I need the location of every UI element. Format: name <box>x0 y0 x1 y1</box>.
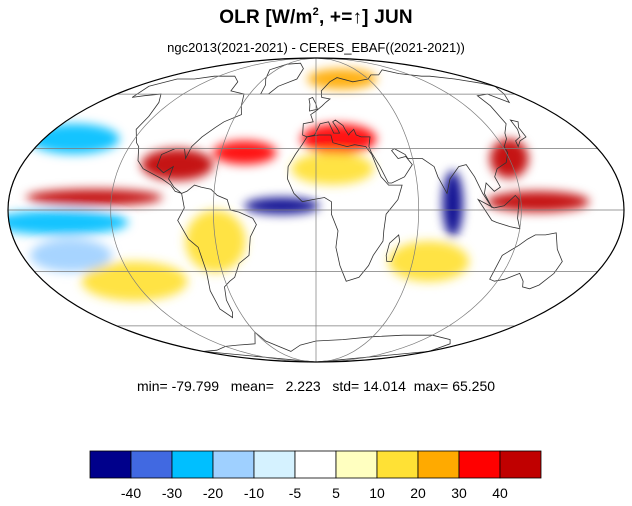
anomaly-central-pacific-south <box>8 210 129 235</box>
min-value: -79.799 <box>171 378 220 394</box>
colorbar-tick-label: 40 <box>492 485 508 501</box>
colorbar-swatch <box>376 450 419 479</box>
anomaly-south-pacific-blue <box>30 239 112 272</box>
anomaly-north-africa-band <box>300 123 377 154</box>
map-outline <box>7 57 625 363</box>
colorbar-swatch <box>89 450 132 479</box>
anomaly-north-atlantic <box>213 140 277 165</box>
colorbar-swatch <box>458 450 501 479</box>
coastline-japan <box>509 119 527 148</box>
colorbar-tick-label: 20 <box>410 485 426 501</box>
colorbar-tick-label: -20 <box>203 485 223 501</box>
colorbar-tick-label: -30 <box>162 485 182 501</box>
coastline-madagascar <box>385 234 401 262</box>
colorbar-tick-label: -40 <box>121 485 141 501</box>
mean-value: 2.223 <box>285 378 321 394</box>
max-label: max= <box>413 378 449 394</box>
colorbar-tick-label: -10 <box>244 485 264 501</box>
mean-label: mean= <box>230 378 274 394</box>
coastline-australia <box>489 232 563 290</box>
colorbar-tick-label: -5 <box>289 485 302 501</box>
colorbar-swatch <box>212 450 255 479</box>
min-label: min= <box>136 378 168 394</box>
anomaly-sahara <box>291 152 374 185</box>
max-value: 65.250 <box>452 378 496 394</box>
colorbar-swatch <box>130 450 173 479</box>
plot-title: OLR [W/m2, +=↑] JUN <box>219 6 413 28</box>
colorbar-tick-label: 10 <box>369 485 385 501</box>
std-value: 14.014 <box>363 378 406 394</box>
colorbar-swatch <box>253 450 296 479</box>
colorbar-tick-label: 30 <box>451 485 467 501</box>
mollweide-map <box>7 57 625 363</box>
coastline-indonesia <box>477 194 521 230</box>
colorbar-swatch <box>294 450 337 479</box>
colorbar-swatch <box>499 450 542 479</box>
plot-subtitle: ngc2013(2021-2021) - CERES_EBAF((2021-20… <box>167 40 465 55</box>
anomaly-east-pacific-itcz <box>26 189 163 206</box>
anomaly-tropical-indian-ocean <box>442 170 464 237</box>
anomaly-caribbean-gulf <box>141 148 214 181</box>
statistics-line: min= -79.799 mean= 2.223 std= 14.014 max… <box>0 378 632 394</box>
colorbar-swatch <box>335 450 378 479</box>
anomaly-west-pacific-maritime <box>486 191 590 213</box>
colorbar-swatch <box>171 450 214 479</box>
std-label: std= <box>332 378 360 394</box>
coastline-greenland <box>259 62 304 95</box>
colorbar-tick-label: 5 <box>332 485 340 501</box>
coastline-britain <box>308 96 318 112</box>
colorbar-swatch <box>417 450 460 479</box>
coastline-eurasia <box>302 69 511 209</box>
coastline-north-america <box>131 75 245 194</box>
